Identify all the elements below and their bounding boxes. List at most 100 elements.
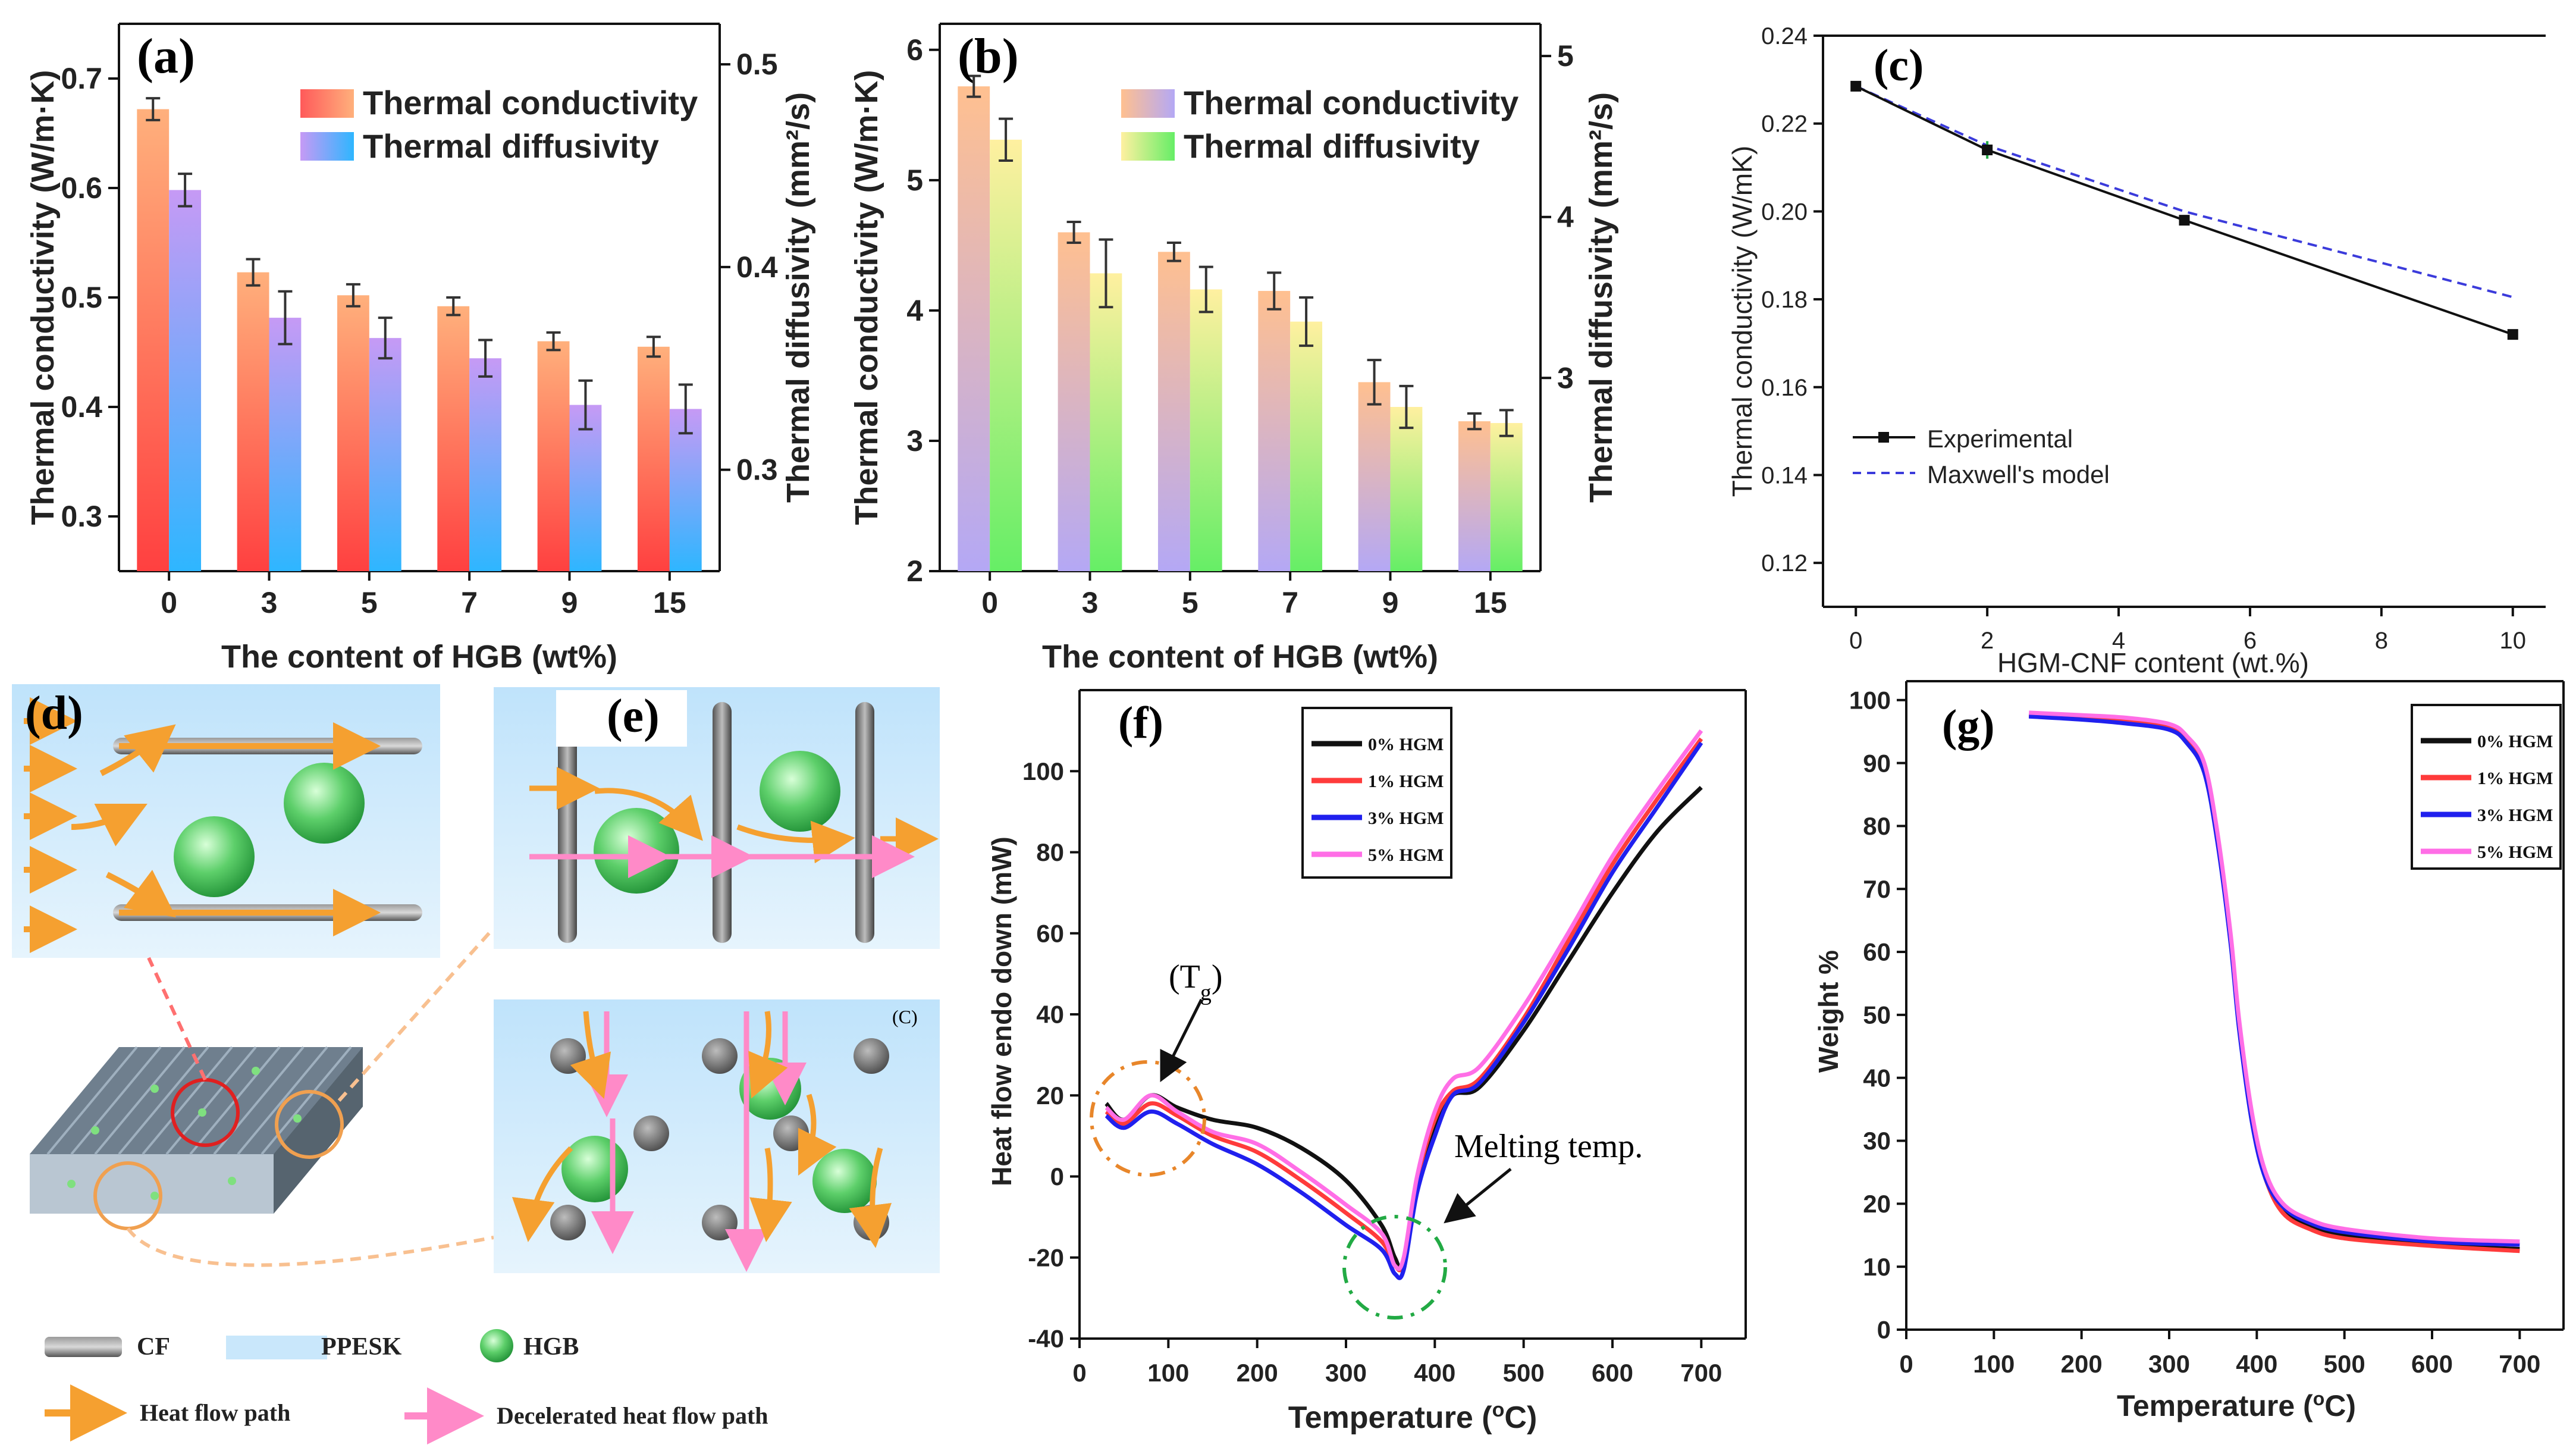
c-point-experimental [1850,80,1862,92]
f-ytick-label: 60 [1036,919,1064,947]
g-ytick-label: 90 [1863,749,1891,777]
b-legend-swatch-conductivity [1121,89,1175,118]
a-ytick-label: 0.3 [61,500,102,533]
g-ytick-label: 70 [1863,875,1891,903]
b-error-bar [967,74,981,98]
a-bars [137,97,702,571]
c-legend-experimental: Experimental [1927,425,2073,453]
a-error-bar [378,317,393,360]
panel-g: 0 10 20 30 40 50 60 70 80 90 100 0 100 200 300 400 500 6… [1813,680,2565,1422]
c-series [1850,80,2518,340]
b-xtick-label: 3 [1082,586,1099,619]
b-bar-conductivity [1458,421,1491,571]
g-ytick-label: 10 [1863,1253,1891,1281]
panel-e: (e) (C) [494,687,940,1273]
a-error-bar [646,336,661,358]
g-legend-label: 3% HGM [2477,806,2553,825]
f-xtick-label: 600 [1592,1359,1633,1387]
b-error-bar [1099,238,1113,309]
a-xtick-label: 15 [653,586,686,619]
legend-hgb: HGB [523,1333,579,1361]
f-ytick-label: 40 [1036,1001,1064,1029]
c-ytick-label: 0.24 [1761,23,1808,49]
c-point-experimental [1982,145,1993,155]
a-error-bar [346,283,360,308]
a-ytick-label: 0.5 [61,281,102,314]
c-ytick-label: 0.14 [1761,462,1808,488]
panel-a: 0.3 0.4 0.5 0.6 0.7 0.3 0.4 0.5 0 3 5 7 9 15 (a) Th… [25,23,816,675]
b-error-bar [1367,359,1382,406]
legend-ppesk-swatch [226,1336,327,1359]
a-x-label: The content of HGB (wt%) [221,639,617,675]
a-legend-conductivity: Thermal conductivity [363,84,698,121]
g-legend-label: 5% HGM [2477,842,2553,862]
b-xtick-label: 15 [1474,586,1507,619]
g-ytick-label: 0 [1877,1316,1891,1344]
b-error-bar [1267,271,1282,311]
c-ytick-label: 0.22 [1761,111,1808,137]
a-y-ticks: 0.3 0.4 0.5 0.6 0.7 [61,62,119,533]
f-y-ticks: -40 -20 0 20 40 60 80 100 [1022,757,1080,1353]
f-legend: 0% HGM 1% HGM 3% HGM 5% HGM [1311,735,1444,865]
g-xtick-label: 400 [2236,1350,2277,1378]
b-error-bar [1467,412,1482,431]
c-ytick-label: 0.18 [1761,287,1808,313]
a-y-label: Thermal conductivity (W/m·K) [25,70,61,525]
g-xtick-label: 500 [2324,1350,2365,1378]
a-error-bar [678,383,693,435]
b-bar-diffusivity [1490,423,1523,571]
g-y-ticks: 0 10 20 30 40 50 60 70 80 90 100 [1849,686,1906,1344]
a-bar-diffusivity [669,409,702,571]
b-ytick-label: 2 [906,554,923,588]
g-ytick-label: 40 [1863,1064,1891,1092]
b-ytick-label: 6 [906,33,923,67]
g-legend-label: 1% HGM [2477,769,2553,788]
panel-c: 0.12 0.14 0.16 0.18 0.20 0.22 0.24 0 2 4 6 8 10 (c)… [1727,23,2546,678]
legend-ppesk: PPESK [321,1333,402,1361]
f-xtick-label: 100 [1147,1359,1189,1387]
f-legend-label: 0% HGM [1368,735,1444,754]
g-ytick-label: 100 [1849,686,1891,714]
legend-hgb-swatch [480,1329,513,1362]
f-melt-arrow [1444,1168,1512,1224]
a-xtick-label: 3 [261,586,278,619]
c-xtick-label: 6 [2244,628,2257,654]
a-bar-conductivity [137,109,170,571]
g-xtick-label: 0 [1899,1350,1913,1378]
b-ytick-right-label: 3 [1557,361,1574,394]
a-error-bar [578,379,593,431]
a-xtick-label: 0 [161,586,177,619]
b-bar-conductivity [1258,291,1291,571]
b-error-bar [1066,220,1081,244]
f-ytick-label: -40 [1028,1325,1064,1353]
c-x-ticks: 0 2 4 6 8 10 [1849,607,2526,654]
f-xtick-label: 400 [1414,1359,1455,1387]
a-error-bar [278,290,293,346]
g-line-3 [2029,710,2520,1244]
f-line-3 [1105,729,1703,1271]
b-error-bar [1399,384,1414,430]
b-y-ticks: 2 3 4 5 6 [906,33,940,588]
c-ytick-label: 0.16 [1761,375,1808,401]
c-legend-maxwell: Maxwell's model [1927,460,2110,488]
b-bar-diffusivity [1390,407,1423,571]
b-error-bar [1198,265,1213,314]
a-legend-diffusivity: Thermal diffusivity [363,127,659,165]
a-xtick-label: 9 [561,586,578,619]
a-x-ticks: 0 3 5 7 9 15 [161,571,686,619]
b-legend-diffusivity: Thermal diffusivity [1184,127,1480,165]
f-x-ticks: 0 100 200 300 400 500 600 700 [1072,1339,1722,1387]
c-point-experimental [2179,215,2190,226]
g-xtick-label: 300 [2148,1350,2190,1378]
f-xtick-label: 500 [1503,1359,1545,1387]
c-xtick-label: 2 [1981,628,1994,654]
g-xtick-label: 700 [2499,1350,2540,1378]
b-bar-diffusivity [1090,273,1122,571]
g-xtick-label: 600 [2411,1350,2453,1378]
f-ytick-label: 80 [1036,838,1064,866]
b-bar-conductivity [1358,382,1391,571]
g-ytick-label: 50 [1863,1001,1891,1029]
a-ytick-label: 0.4 [61,390,102,424]
a-legend-swatch-conductivity [300,89,354,118]
a-panel-label: (a) [137,29,195,84]
